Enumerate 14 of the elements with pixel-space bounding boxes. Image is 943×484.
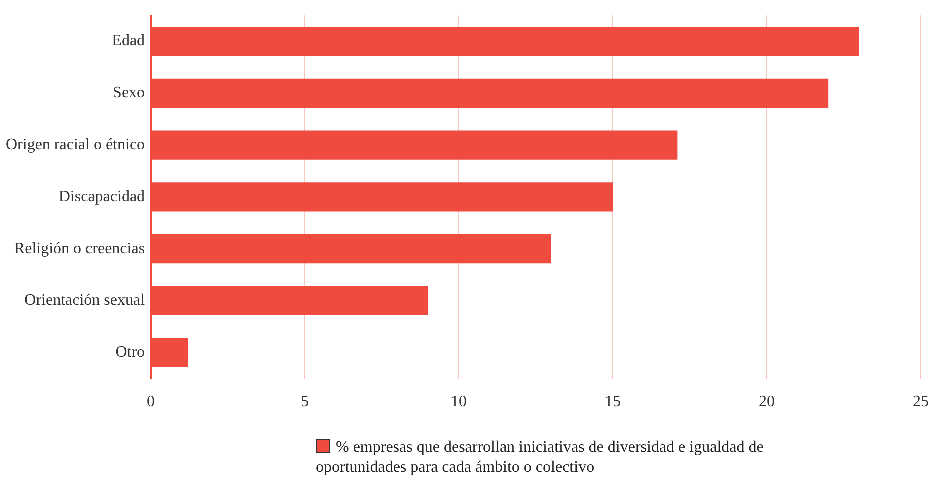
y-tick-label: Origen racial o étnico <box>6 136 146 154</box>
x-tick-label: 20 <box>759 394 776 411</box>
y-tick-label: Otro <box>116 344 146 362</box>
x-tick-label: 25 <box>913 394 929 411</box>
x-tick-label: 5 <box>301 394 310 411</box>
y-tick-label: Sexo <box>113 84 146 102</box>
x-tick-label: 10 <box>451 394 468 411</box>
x-tick-label: 15 <box>605 394 622 411</box>
y-tick-label: Religión o creencias <box>14 240 146 258</box>
y-tick-label: Discapacidad <box>58 188 146 206</box>
x-tick-label: 0 <box>147 394 156 411</box>
y-tick-label: Edad <box>112 32 146 50</box>
legend-label: % empresas que desarrollan iniciativas de diversidad e igualdad de oportunidades para cada ámbito o colectivo <box>316 438 765 478</box>
y-tick-label: Orientación sexual <box>24 292 146 310</box>
